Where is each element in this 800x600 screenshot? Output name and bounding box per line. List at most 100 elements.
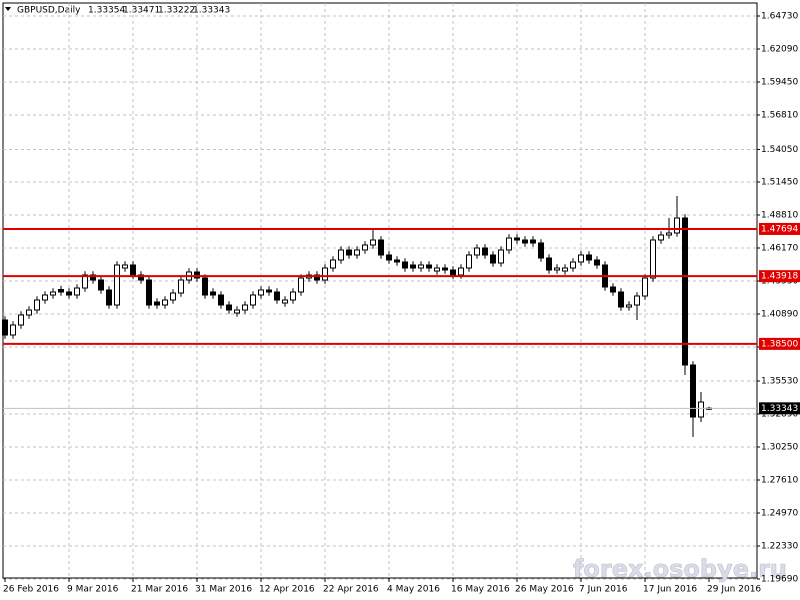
y-tick-label: 1.19690 (761, 575, 798, 585)
candle-body (466, 254, 472, 269)
candle-body (562, 267, 568, 272)
header-high: 1.33471 (123, 6, 160, 16)
x-tick-label: 26 May 2016 (515, 585, 574, 595)
candle-body (682, 217, 688, 366)
candle-body (58, 289, 64, 293)
level-label-box (759, 270, 800, 283)
candle-body (626, 304, 632, 308)
candle-body (114, 264, 120, 306)
candle-body (546, 257, 552, 271)
candle-body (162, 299, 168, 306)
candle-body (90, 274, 96, 281)
x-tick-label: 17 Jun 2016 (643, 585, 697, 595)
x-tick-label: 9 Mar 2016 (67, 585, 119, 595)
candle-body (698, 401, 704, 418)
candle-body (370, 239, 376, 246)
y-tick-label: 1.56810 (761, 111, 798, 121)
candle-body (490, 254, 496, 264)
candle-body (130, 264, 136, 276)
candle-body (474, 247, 480, 256)
candle-body (666, 232, 672, 236)
candle-body (578, 254, 584, 263)
candle-body (354, 249, 360, 256)
x-tick-label: 4 May 2016 (387, 585, 440, 595)
candle-body (314, 274, 320, 281)
candle-body (2, 319, 8, 336)
y-tick-label: 1.24970 (761, 509, 798, 519)
candle-body (34, 299, 40, 311)
candle-body (618, 291, 624, 308)
candle-body (106, 289, 112, 306)
candle-body (202, 277, 208, 296)
candle-body (434, 267, 440, 272)
candle-body (402, 261, 408, 269)
candle-body (266, 289, 272, 293)
y-tick-label: 1.27610 (761, 476, 798, 486)
candle-body (26, 309, 32, 316)
candle-body (218, 294, 224, 306)
candle-body (386, 254, 392, 261)
y-tick-label: 1.62090 (761, 45, 798, 55)
candle-body (610, 286, 616, 293)
candle-body (586, 254, 592, 261)
candle-body (442, 267, 448, 271)
y-tick-label: 1.59450 (761, 78, 798, 88)
x-tick-label: 16 May 2016 (451, 585, 510, 595)
candle-body (234, 309, 240, 314)
candle-body (82, 274, 88, 289)
x-tick-label: 29 Jun 2016 (707, 585, 761, 595)
header-close: 1.33343 (193, 6, 230, 16)
candle-body (274, 291, 280, 301)
level-label: 1.38500 (761, 339, 798, 349)
price-label-box (759, 402, 800, 415)
candle-body (642, 277, 648, 297)
y-tick-label: 1.54050 (761, 145, 798, 155)
candle-body (18, 314, 24, 326)
candle-body (170, 292, 176, 301)
candle-body (290, 291, 296, 301)
candle-body (282, 299, 288, 304)
candle-body (418, 264, 424, 269)
candle-body (66, 291, 72, 296)
candle-body (138, 274, 144, 281)
candle-body (530, 239, 536, 244)
watermark: forex.osobye.ru (573, 555, 787, 583)
candle-body (298, 277, 304, 293)
y-tick-label: 1.32890 (761, 410, 798, 420)
candle-body (330, 259, 336, 269)
candle-body (426, 264, 432, 269)
candle-body (674, 217, 680, 234)
price-label: 1.33343 (761, 404, 798, 414)
candle-body (74, 287, 80, 296)
candle-body (10, 324, 16, 336)
candle-body (250, 294, 256, 306)
candle-body (458, 267, 464, 276)
candle-body (394, 259, 400, 263)
candle-body (346, 249, 352, 256)
menu-arrow[interactable] (5, 7, 11, 11)
candle-body (538, 242, 544, 259)
level-label: 1.43918 (761, 272, 798, 282)
plot-frame (2, 2, 758, 579)
candle-body (378, 239, 384, 256)
candle-body (42, 294, 48, 301)
candle-body (410, 264, 416, 269)
candle-body (498, 249, 504, 264)
candle-body (362, 244, 368, 251)
candle-body (554, 267, 560, 271)
candle-body (338, 249, 344, 261)
candle-body (514, 237, 520, 241)
candle-body (482, 247, 488, 256)
candle-body (690, 364, 696, 418)
level-label-box (759, 222, 800, 235)
candle-body (50, 291, 56, 296)
candle-body (210, 291, 216, 296)
candle-body (634, 295, 640, 306)
header-low: 1.33222 (158, 6, 195, 16)
candle-body (506, 237, 512, 251)
candle-body (650, 239, 656, 279)
y-tick-label: 1.48810 (761, 211, 798, 221)
level-label: 1.47694 (761, 224, 798, 234)
y-tick-label: 1.22330 (761, 542, 798, 552)
y-tick-label: 1.30250 (761, 443, 798, 453)
